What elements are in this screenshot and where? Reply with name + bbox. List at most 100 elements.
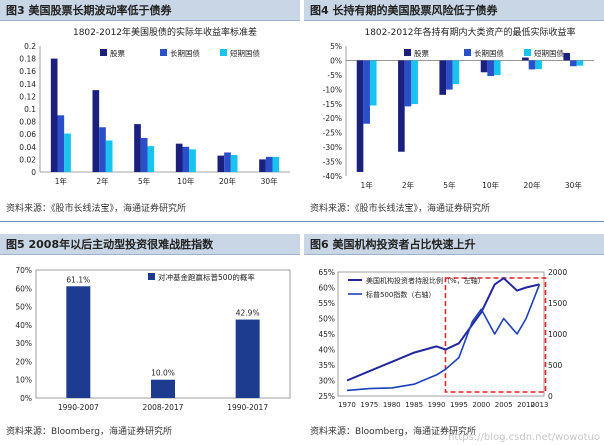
x-tick-label: 20年 <box>523 180 541 190</box>
x-tick-label: 1990-2017 <box>227 403 268 412</box>
y-tick-label: 0% <box>330 56 342 65</box>
bar-1 <box>224 152 231 172</box>
fig6-header: 图6 美国机构投资者占比快速上升 <box>304 234 604 255</box>
bar-2 <box>230 154 238 172</box>
fig3-chart: 1802-2012年美国股债的实际年收益率标准差 0 0.02 0.04 0.06 0.0… <box>19 26 290 186</box>
y-tick-label: -15% <box>323 100 342 109</box>
legend-label: 长期国债 <box>170 48 200 58</box>
x-tick-label: 2年 <box>96 176 109 186</box>
bar <box>151 379 175 398</box>
bar-0 <box>356 60 364 172</box>
fig4-chart: 1802-2012年各持有期内大类资产的最低实际收益率 5% 0% -5% -10% -1… <box>323 26 594 190</box>
bar-1 <box>265 156 273 172</box>
x-tick-label: 1970 <box>338 401 356 409</box>
x-tick-label: 2010 <box>517 401 535 409</box>
y-tick-label: 0.06 <box>19 130 36 139</box>
legend-swatch <box>160 49 167 56</box>
y-tick-label: -30% <box>323 143 342 152</box>
bar-2 <box>105 140 113 172</box>
y-tick-label: 0.12 <box>19 92 36 101</box>
bar-0 <box>439 60 447 95</box>
y-left-tick-label: 45% <box>318 330 335 339</box>
watermark: https://blog.csdn.net/wowotuo <box>448 432 600 443</box>
y-left-tick-label: 60% <box>318 284 335 293</box>
bar-2 <box>452 60 460 85</box>
fig6-source: 资料来源：Bloomberg，海通证券研究所 <box>310 427 476 437</box>
y-tick-label: 0.1 <box>24 105 36 114</box>
y-left-tick-label: 40% <box>318 346 335 355</box>
bar-1 <box>487 60 494 77</box>
bar-1 <box>57 115 65 172</box>
y-tick-label: -5% <box>327 71 342 80</box>
x-tick-label: 2008-2017 <box>143 403 184 412</box>
x-tick-label: 5年 <box>138 176 151 186</box>
bar-0 <box>217 155 225 172</box>
y-tick-label: 0% <box>20 394 32 403</box>
bar-0 <box>563 52 571 61</box>
bar-1 <box>363 60 370 124</box>
bar-0 <box>50 58 58 172</box>
y-tick-label: 20% <box>15 357 32 366</box>
bar-0 <box>398 60 405 152</box>
x-tick-label: 1980 <box>383 401 401 409</box>
y-tick-label: 5% <box>330 42 342 51</box>
fig5-source: 资料来源：Bloomberg，海通证券研究所 <box>6 427 172 437</box>
x-tick-label: 1985 <box>405 401 423 409</box>
value-label: 10.0% <box>151 369 175 378</box>
x-tick-label: 20年 <box>219 176 237 186</box>
x-tick-label: 1年 <box>55 176 68 186</box>
series-line-institutional <box>346 277 540 382</box>
bar-0 <box>480 60 488 73</box>
bar-2 <box>493 60 501 76</box>
panel-fig6: 图6 美国机构投资者占比快速上升 25% 30% 35% 40% 45% 50% 55% 60… <box>304 234 604 445</box>
y-tick-label: 0.18 <box>19 55 36 64</box>
bar-0 <box>522 57 529 61</box>
legend-label: 短期国债 <box>534 48 564 58</box>
x-tick-label: 2013 <box>531 401 549 409</box>
legend-label: 股票 <box>110 49 125 58</box>
x-tick-label: 1年 <box>361 180 374 190</box>
y-left-tick-label: 55% <box>318 299 335 308</box>
bar-1 <box>528 60 536 70</box>
y-tick-label: 70% <box>15 266 32 275</box>
bar-2 <box>369 60 377 106</box>
y-tick-label: 0.2 <box>24 42 36 51</box>
x-tick-label: 10年 <box>177 176 195 186</box>
y-left-tick-label: 25% <box>318 392 335 401</box>
fig3-source: 资料来源：《股市长线法宝》，海通证券研究所 <box>6 204 187 214</box>
value-label: 42.9% <box>236 309 260 318</box>
x-tick-label: 2005 <box>495 401 513 409</box>
y-tick-label: -25% <box>323 129 342 138</box>
bar-2 <box>535 60 542 70</box>
bar-0 <box>175 143 183 172</box>
fig4-source: 资料来源：《股市长线法宝》，海通证券研究所 <box>310 204 491 214</box>
y-tick-label: 0.02 <box>19 155 36 164</box>
x-tick-label: 5年 <box>443 180 456 190</box>
y-tick-label: -40% <box>323 172 342 181</box>
fig5-header: 图5 2008年以后主动型投资很难战胜指数 <box>0 234 300 255</box>
y-tick-label: 60% <box>15 284 32 293</box>
y-tick-label: 0.16 <box>19 67 36 76</box>
bar-1 <box>99 127 106 172</box>
legend-swatch <box>148 273 155 280</box>
legend-label: 股票 <box>414 49 429 58</box>
bar-1 <box>446 60 453 90</box>
y-right-tick-label: 500 <box>548 361 563 370</box>
panel-fig4: 图4 长持有期的美国股票风险低于债券 1802-2012年各持有期内大类资产的最… <box>304 0 604 222</box>
chart-title: 1802-2012年各持有期内大类资产的最低实际收益率 <box>364 26 575 38</box>
y-tick-label: 30% <box>15 339 32 348</box>
panel-fig3: 图3 美国股票长期波动率低于债券 1802-2012年美国股债的实际年收益率标准… <box>0 0 300 222</box>
y-tick-label: -35% <box>323 158 342 167</box>
bar <box>66 286 91 398</box>
bar-2 <box>576 60 584 66</box>
y-left-tick-label: 65% <box>318 268 335 277</box>
x-tick-label: 2年 <box>402 180 415 190</box>
y-tick-label: 0.04 <box>19 143 36 152</box>
y-right-tick-label: 1500 <box>548 299 567 308</box>
y-tick-label: 0.08 <box>19 118 36 127</box>
x-tick-label: 30年 <box>261 176 279 186</box>
legend-swatch <box>524 49 531 56</box>
legend-swatch <box>404 49 411 56</box>
chart-title: 1802-2012年美国股债的实际年收益率标准差 <box>73 26 257 38</box>
y-tick-label: 0.14 <box>19 80 36 89</box>
